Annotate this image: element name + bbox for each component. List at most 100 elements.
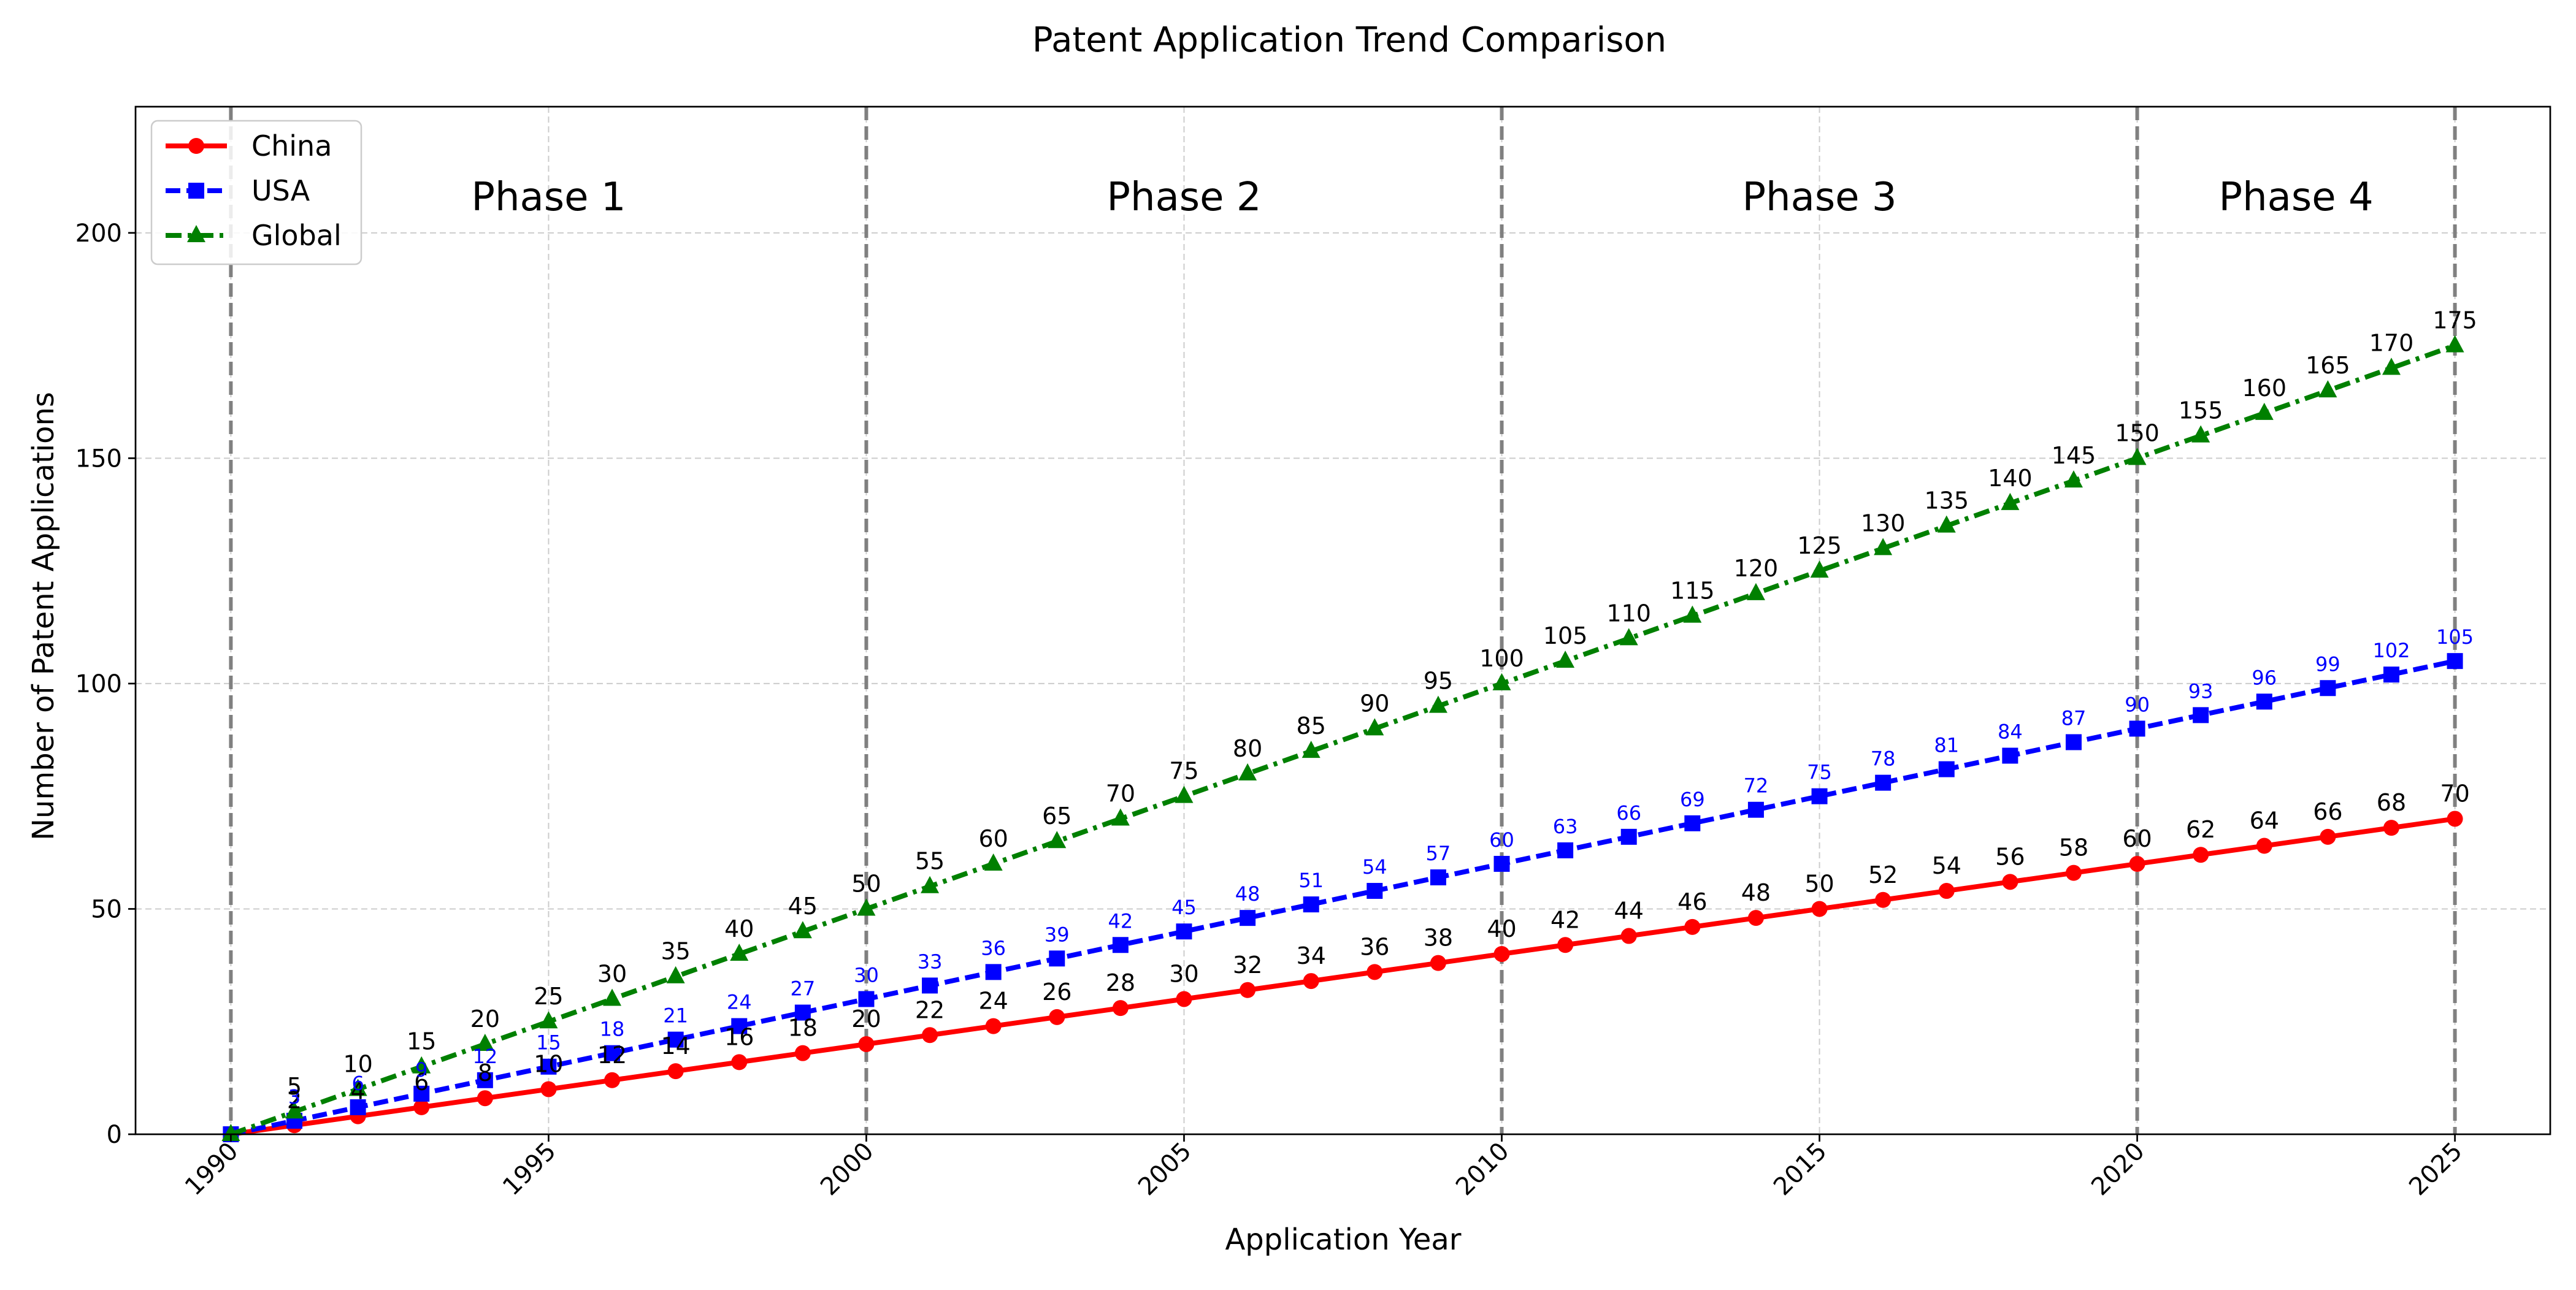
data-label-usa: 15: [536, 1031, 561, 1055]
data-label-usa: 63: [1553, 815, 1578, 838]
legend-marker-china: [188, 138, 204, 154]
data-label-global: 85: [1297, 712, 1326, 739]
data-label-usa: 33: [918, 950, 943, 973]
data-label-usa: 75: [1807, 761, 1832, 784]
data-point-china: [1176, 991, 1192, 1007]
data-label-usa: 42: [1108, 909, 1133, 933]
data-label-global: 40: [724, 915, 754, 942]
data-point-china: [1621, 928, 1637, 944]
data-label-usa: 27: [790, 977, 815, 1001]
data-point-china: [1367, 964, 1382, 980]
data-label-china: 66: [2313, 798, 2342, 825]
data-point-usa: [2256, 693, 2272, 709]
data-label-global: 15: [407, 1028, 436, 1055]
data-point-usa: [1875, 775, 1891, 791]
data-label-china: 18: [788, 1015, 818, 1042]
data-label-usa: 54: [1362, 855, 1387, 879]
data-label-china: 68: [2377, 789, 2406, 816]
phase-label: Phase 2: [1106, 175, 1261, 220]
data-label-china: 42: [1551, 906, 1580, 933]
data-label-china: 16: [724, 1023, 754, 1050]
data-label-usa: 96: [2252, 666, 2277, 689]
data-label-global: 165: [2306, 352, 2350, 379]
data-label-china: 10: [534, 1050, 563, 1077]
data-label-global: 5: [287, 1073, 302, 1100]
data-point-china: [2066, 865, 2082, 881]
data-point-china: [858, 1036, 874, 1052]
data-point-usa: [1113, 937, 1129, 953]
data-label-usa: 45: [1171, 896, 1197, 919]
data-label-usa: 21: [663, 1004, 688, 1028]
data-label-global: 175: [2432, 307, 2477, 334]
data-point-china: [922, 1027, 938, 1043]
data-label-global: 95: [1424, 668, 1453, 695]
data-label-global: 105: [1543, 622, 1588, 649]
y-tick-label: 50: [91, 895, 122, 923]
data-label-usa: 30: [854, 963, 879, 987]
y-tick-label: 200: [75, 219, 122, 248]
data-label-china: 40: [1487, 915, 1516, 942]
data-label-usa: 9: [415, 1058, 427, 1082]
data-point-usa: [1430, 869, 1446, 885]
data-point-china: [1494, 946, 1510, 962]
data-label-global: 30: [597, 960, 627, 987]
data-label-usa: 12: [472, 1045, 497, 1068]
data-label-usa: 72: [1744, 774, 1769, 798]
data-label-china: 28: [1106, 969, 1135, 996]
data-label-usa: 81: [1934, 734, 1959, 757]
data-point-china: [477, 1090, 493, 1106]
data-point-china: [540, 1081, 556, 1097]
y-tick-label: 0: [107, 1121, 122, 1149]
data-label-usa: 24: [727, 991, 752, 1014]
data-label-usa: 90: [2125, 693, 2150, 716]
data-label-china: 52: [1868, 861, 1898, 888]
data-label-china: 20: [851, 1006, 881, 1032]
data-point-china: [1812, 901, 1828, 917]
data-point-usa: [858, 991, 874, 1007]
data-point-usa: [2193, 707, 2209, 723]
data-point-china: [795, 1045, 811, 1061]
data-label-china: 58: [2059, 834, 2088, 861]
data-label-global: 80: [1233, 735, 1262, 762]
legend: ChinaUSAGlobal: [151, 121, 361, 264]
y-tick-label: 100: [75, 670, 122, 698]
y-tick-label: 150: [75, 445, 122, 473]
data-label-global: 155: [2179, 397, 2223, 424]
data-point-usa: [1684, 815, 1700, 831]
data-point-usa: [922, 977, 938, 993]
data-point-china: [2383, 820, 2399, 836]
data-label-china: 44: [1614, 898, 1644, 925]
data-label-usa: 93: [2188, 679, 2214, 703]
data-label-china: 36: [1360, 933, 1389, 960]
data-label-global: 35: [661, 938, 690, 965]
data-label-global: 160: [2242, 375, 2287, 402]
data-label-usa: 51: [1298, 869, 1324, 892]
data-point-usa: [1303, 896, 1319, 912]
data-label-usa: 69: [1680, 788, 1705, 811]
data-point-usa: [1939, 761, 1955, 777]
data-label-global: 70: [1106, 780, 1135, 807]
data-label-china: 46: [1677, 888, 1707, 915]
data-label-usa: 60: [1489, 828, 1514, 852]
data-label-usa: 102: [2372, 639, 2410, 662]
data-label-global: 10: [343, 1050, 372, 1077]
data-point-usa: [1557, 842, 1573, 858]
data-label-china: 34: [1297, 942, 1326, 969]
data-point-usa: [1621, 829, 1637, 845]
data-label-china: 56: [1995, 843, 2025, 870]
data-label-global: 90: [1360, 690, 1389, 717]
data-point-china: [2002, 874, 2018, 890]
data-point-usa: [2320, 680, 2336, 696]
y-axis-title: Number of Patent Applications: [26, 392, 61, 841]
data-label-global: 125: [1797, 532, 1842, 559]
phase-label: Phase 1: [471, 175, 626, 220]
data-label-global: 145: [2052, 442, 2096, 469]
data-label-china: 12: [597, 1042, 627, 1069]
data-label-usa: 84: [1998, 720, 2023, 744]
data-label-global: 20: [470, 1006, 500, 1032]
data-label-china: 14: [661, 1032, 690, 1059]
data-point-china: [986, 1018, 1002, 1034]
data-point-china: [2447, 811, 2463, 826]
